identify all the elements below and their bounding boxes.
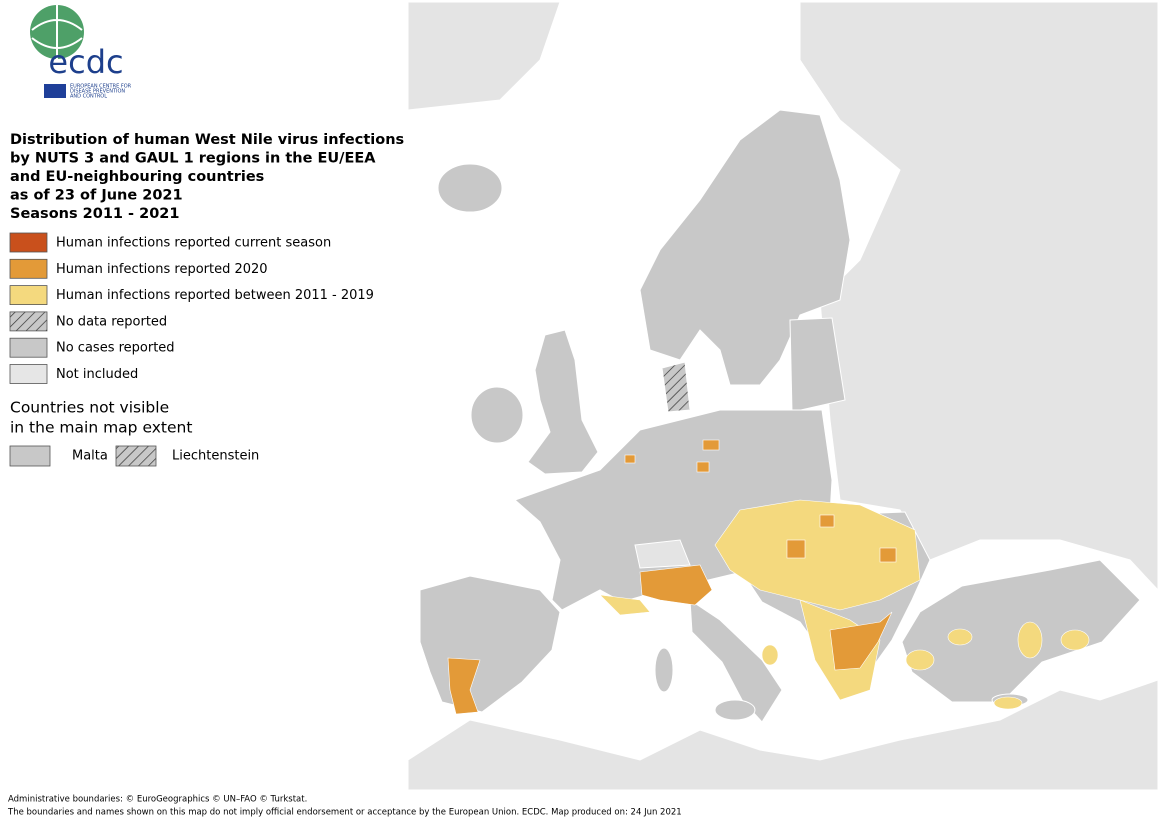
region-2011-2019 bbox=[993, 696, 1023, 710]
title: Distribution of human West Nile virus in… bbox=[10, 132, 404, 222]
inset-swatch bbox=[115, 445, 157, 467]
region-2011-2019 bbox=[714, 499, 921, 611]
map bbox=[408, 2, 1158, 790]
region-2011-2019 bbox=[599, 594, 651, 616]
region-not-included bbox=[408, 679, 1158, 790]
region-2011-2019 bbox=[1060, 629, 1090, 651]
title-line: Seasons 2011 - 2021 bbox=[10, 206, 179, 222]
region-not-included bbox=[799, 2, 1158, 591]
region-2020 bbox=[447, 657, 481, 715]
title-line: as of 23 of June 2021 bbox=[10, 188, 183, 204]
inset-label: Liechtenstein bbox=[172, 449, 259, 464]
legend-swatch bbox=[9, 285, 48, 306]
region-2020 bbox=[819, 514, 835, 528]
great-britain bbox=[527, 329, 599, 475]
baltics bbox=[789, 317, 846, 413]
legend-label: No cases reported bbox=[56, 341, 175, 356]
legend-swatch bbox=[9, 232, 48, 253]
legend-swatch bbox=[9, 258, 48, 279]
legend-swatch bbox=[9, 311, 48, 332]
region-2011-2019 bbox=[761, 644, 779, 666]
italy bbox=[689, 599, 783, 723]
inset-label: Malta bbox=[72, 449, 108, 464]
region-2011-2019 bbox=[905, 649, 935, 671]
denmark bbox=[661, 361, 691, 413]
legend-label: No data reported bbox=[56, 314, 167, 329]
legend-swatch bbox=[9, 364, 48, 384]
region-2011-2019 bbox=[1017, 621, 1043, 659]
sicily bbox=[714, 699, 756, 721]
region-2020 bbox=[696, 461, 710, 473]
legend-swatch bbox=[9, 337, 48, 358]
legend-label: Human infections reported 2020 bbox=[56, 262, 268, 277]
title-line: and EU-neighbouring countries bbox=[10, 169, 264, 185]
footer-note: The boundaries and names shown on this m… bbox=[7, 808, 682, 818]
logo-name: ecdc bbox=[48, 43, 123, 81]
region-2020 bbox=[702, 439, 720, 451]
region-2020 bbox=[786, 539, 806, 559]
inset-title: in the main map extent bbox=[10, 419, 192, 437]
region-not-included bbox=[408, 2, 561, 111]
logo-org: AND CONTROL bbox=[70, 94, 107, 100]
title-line: Distribution of human West Nile virus in… bbox=[10, 132, 404, 148]
inset-legend: Countries not visible in the main map ext… bbox=[9, 399, 259, 467]
footer-note: Administrative boundaries: © EuroGeograp… bbox=[8, 795, 307, 805]
region-2020 bbox=[829, 611, 893, 671]
switzerland bbox=[634, 539, 691, 569]
logo-org: EUROPEAN CENTRE FOR bbox=[70, 84, 132, 90]
region-2020 bbox=[879, 547, 897, 563]
sardinia bbox=[654, 647, 674, 693]
legend-label: Not included bbox=[56, 367, 138, 382]
region-2020 bbox=[624, 454, 636, 464]
logo: ecdc EUROPEAN CENTRE FOR DISEASE PREVENT… bbox=[30, 5, 132, 100]
scandinavia bbox=[639, 109, 851, 386]
logo-org: DISEASE PREVENTION bbox=[70, 89, 125, 95]
legend: Human infections reported current season… bbox=[9, 232, 374, 384]
region-2011-2019 bbox=[947, 628, 973, 646]
inset-swatch bbox=[9, 445, 51, 467]
inset-title: Countries not visible bbox=[10, 399, 169, 417]
legend-label: Human infections reported current season bbox=[56, 236, 331, 251]
ireland bbox=[470, 386, 524, 444]
legend-label: Human infections reported between 2011 -… bbox=[56, 288, 374, 303]
title-line: by NUTS 3 and GAUL 1 regions in the EU/E… bbox=[10, 151, 376, 167]
iceland bbox=[437, 163, 503, 213]
region-2020 bbox=[639, 564, 713, 606]
